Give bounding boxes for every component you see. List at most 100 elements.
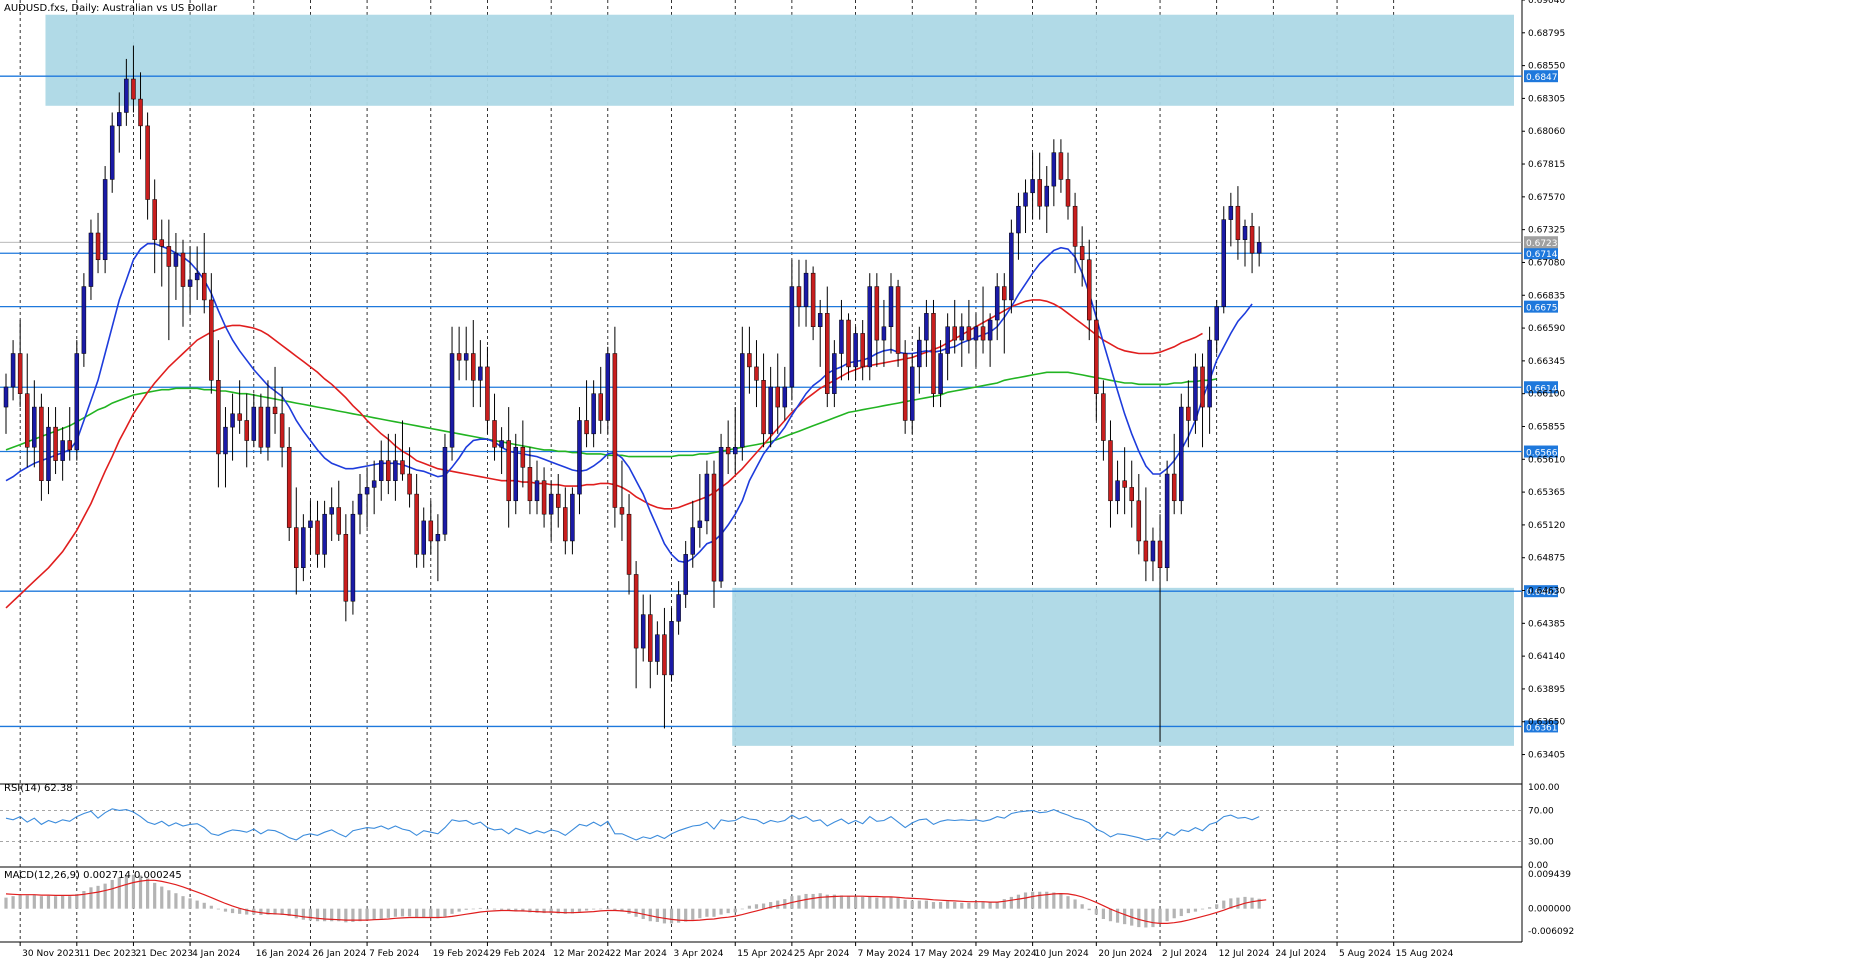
candle[interactable]	[145, 112, 150, 220]
candle[interactable]	[1207, 326, 1212, 434]
candle[interactable]	[478, 340, 483, 408]
candle[interactable]	[754, 340, 759, 408]
candle[interactable]	[924, 299, 929, 367]
candle[interactable]	[442, 433, 448, 541]
candle[interactable]	[322, 500, 327, 568]
candle[interactable]	[88, 219, 94, 300]
candle[interactable]	[24, 353, 30, 468]
candle[interactable]	[931, 299, 936, 408]
candle[interactable]	[655, 621, 660, 675]
candle[interactable]	[973, 313, 979, 367]
candle[interactable]	[534, 460, 540, 515]
candle[interactable]	[761, 353, 766, 448]
candle[interactable]	[839, 299, 844, 381]
candle[interactable]	[782, 366, 788, 421]
candle[interactable]	[881, 299, 887, 367]
candle[interactable]	[364, 467, 370, 528]
candle[interactable]	[1108, 420, 1113, 528]
candle[interactable]	[32, 380, 37, 468]
candle[interactable]	[152, 179, 157, 274]
candle[interactable]	[1242, 219, 1248, 267]
candle[interactable]	[732, 407, 738, 475]
candle[interactable]	[1037, 152, 1042, 220]
candle[interactable]	[598, 366, 603, 434]
candle[interactable]	[563, 487, 568, 555]
candle[interactable]	[463, 326, 469, 381]
candle[interactable]	[1193, 353, 1198, 434]
candle[interactable]	[648, 594, 653, 689]
candle[interactable]	[945, 313, 950, 381]
candle[interactable]	[386, 433, 391, 495]
candle[interactable]	[506, 407, 511, 528]
candle[interactable]	[471, 320, 476, 408]
candle[interactable]	[1129, 460, 1134, 528]
candle[interactable]	[1179, 393, 1184, 515]
candle[interactable]	[825, 286, 830, 408]
candle[interactable]	[400, 420, 405, 481]
candle[interactable]	[711, 460, 717, 608]
candle[interactable]	[520, 420, 526, 488]
macd-pane[interactable]: 0.009439 0.000000 -0.006092	[4, 870, 1574, 937]
candle[interactable]	[740, 326, 745, 461]
candle[interactable]	[1249, 212, 1255, 274]
candle[interactable]	[1143, 487, 1149, 582]
candle[interactable]	[683, 540, 688, 608]
candle[interactable]	[768, 366, 773, 448]
candle[interactable]	[584, 380, 589, 448]
candle[interactable]	[1157, 514, 1163, 742]
candle[interactable]	[1200, 353, 1205, 448]
candle[interactable]	[1051, 139, 1057, 207]
candle[interactable]	[407, 447, 412, 508]
candle[interactable]	[966, 299, 972, 354]
candle[interactable]	[492, 393, 497, 461]
candle[interactable]	[485, 346, 490, 434]
candle[interactable]	[117, 92, 122, 153]
candle[interactable]	[690, 500, 696, 568]
candle[interactable]	[209, 273, 214, 394]
candle[interactable]	[1023, 179, 1028, 233]
candle[interactable]	[577, 407, 582, 515]
candle[interactable]	[449, 326, 455, 461]
candle[interactable]	[1171, 433, 1177, 515]
candle[interactable]	[1101, 380, 1106, 461]
candle[interactable]	[301, 514, 306, 582]
candle[interactable]	[1072, 192, 1078, 274]
candle[interactable]	[704, 460, 710, 535]
candle[interactable]	[1079, 226, 1085, 287]
candle[interactable]	[159, 219, 165, 287]
candle[interactable]	[1094, 299, 1099, 421]
candle[interactable]	[817, 299, 823, 367]
candle[interactable]	[371, 460, 377, 515]
candle[interactable]	[860, 320, 865, 381]
candle[interactable]	[775, 353, 780, 434]
candle[interactable]	[357, 474, 363, 535]
candle[interactable]	[187, 246, 193, 314]
candle[interactable]	[180, 239, 186, 327]
candle[interactable]	[1065, 152, 1071, 220]
supply-demand-zone[interactable]	[45, 14, 1515, 106]
candle[interactable]	[1136, 474, 1142, 555]
candle[interactable]	[619, 460, 625, 541]
candle[interactable]	[428, 500, 434, 555]
candle[interactable]	[959, 313, 965, 367]
candle[interactable]	[95, 212, 101, 274]
candle[interactable]	[286, 427, 292, 541]
candle[interactable]	[124, 58, 129, 126]
supply-demand-zone[interactable]	[732, 587, 1514, 746]
candle[interactable]	[612, 326, 618, 528]
candle[interactable]	[378, 440, 384, 501]
candle[interactable]	[166, 219, 172, 341]
candle[interactable]	[605, 346, 611, 434]
candle[interactable]	[1186, 380, 1191, 448]
candle[interactable]	[1016, 192, 1021, 260]
candle[interactable]	[17, 320, 23, 408]
candle[interactable]	[1150, 527, 1156, 582]
candle[interactable]	[1228, 192, 1234, 247]
candle[interactable]	[1122, 447, 1127, 515]
candle[interactable]	[803, 259, 809, 327]
candle[interactable]	[853, 326, 858, 381]
candle[interactable]	[789, 259, 795, 401]
candle[interactable]	[1009, 219, 1014, 314]
candle[interactable]	[1164, 460, 1170, 582]
